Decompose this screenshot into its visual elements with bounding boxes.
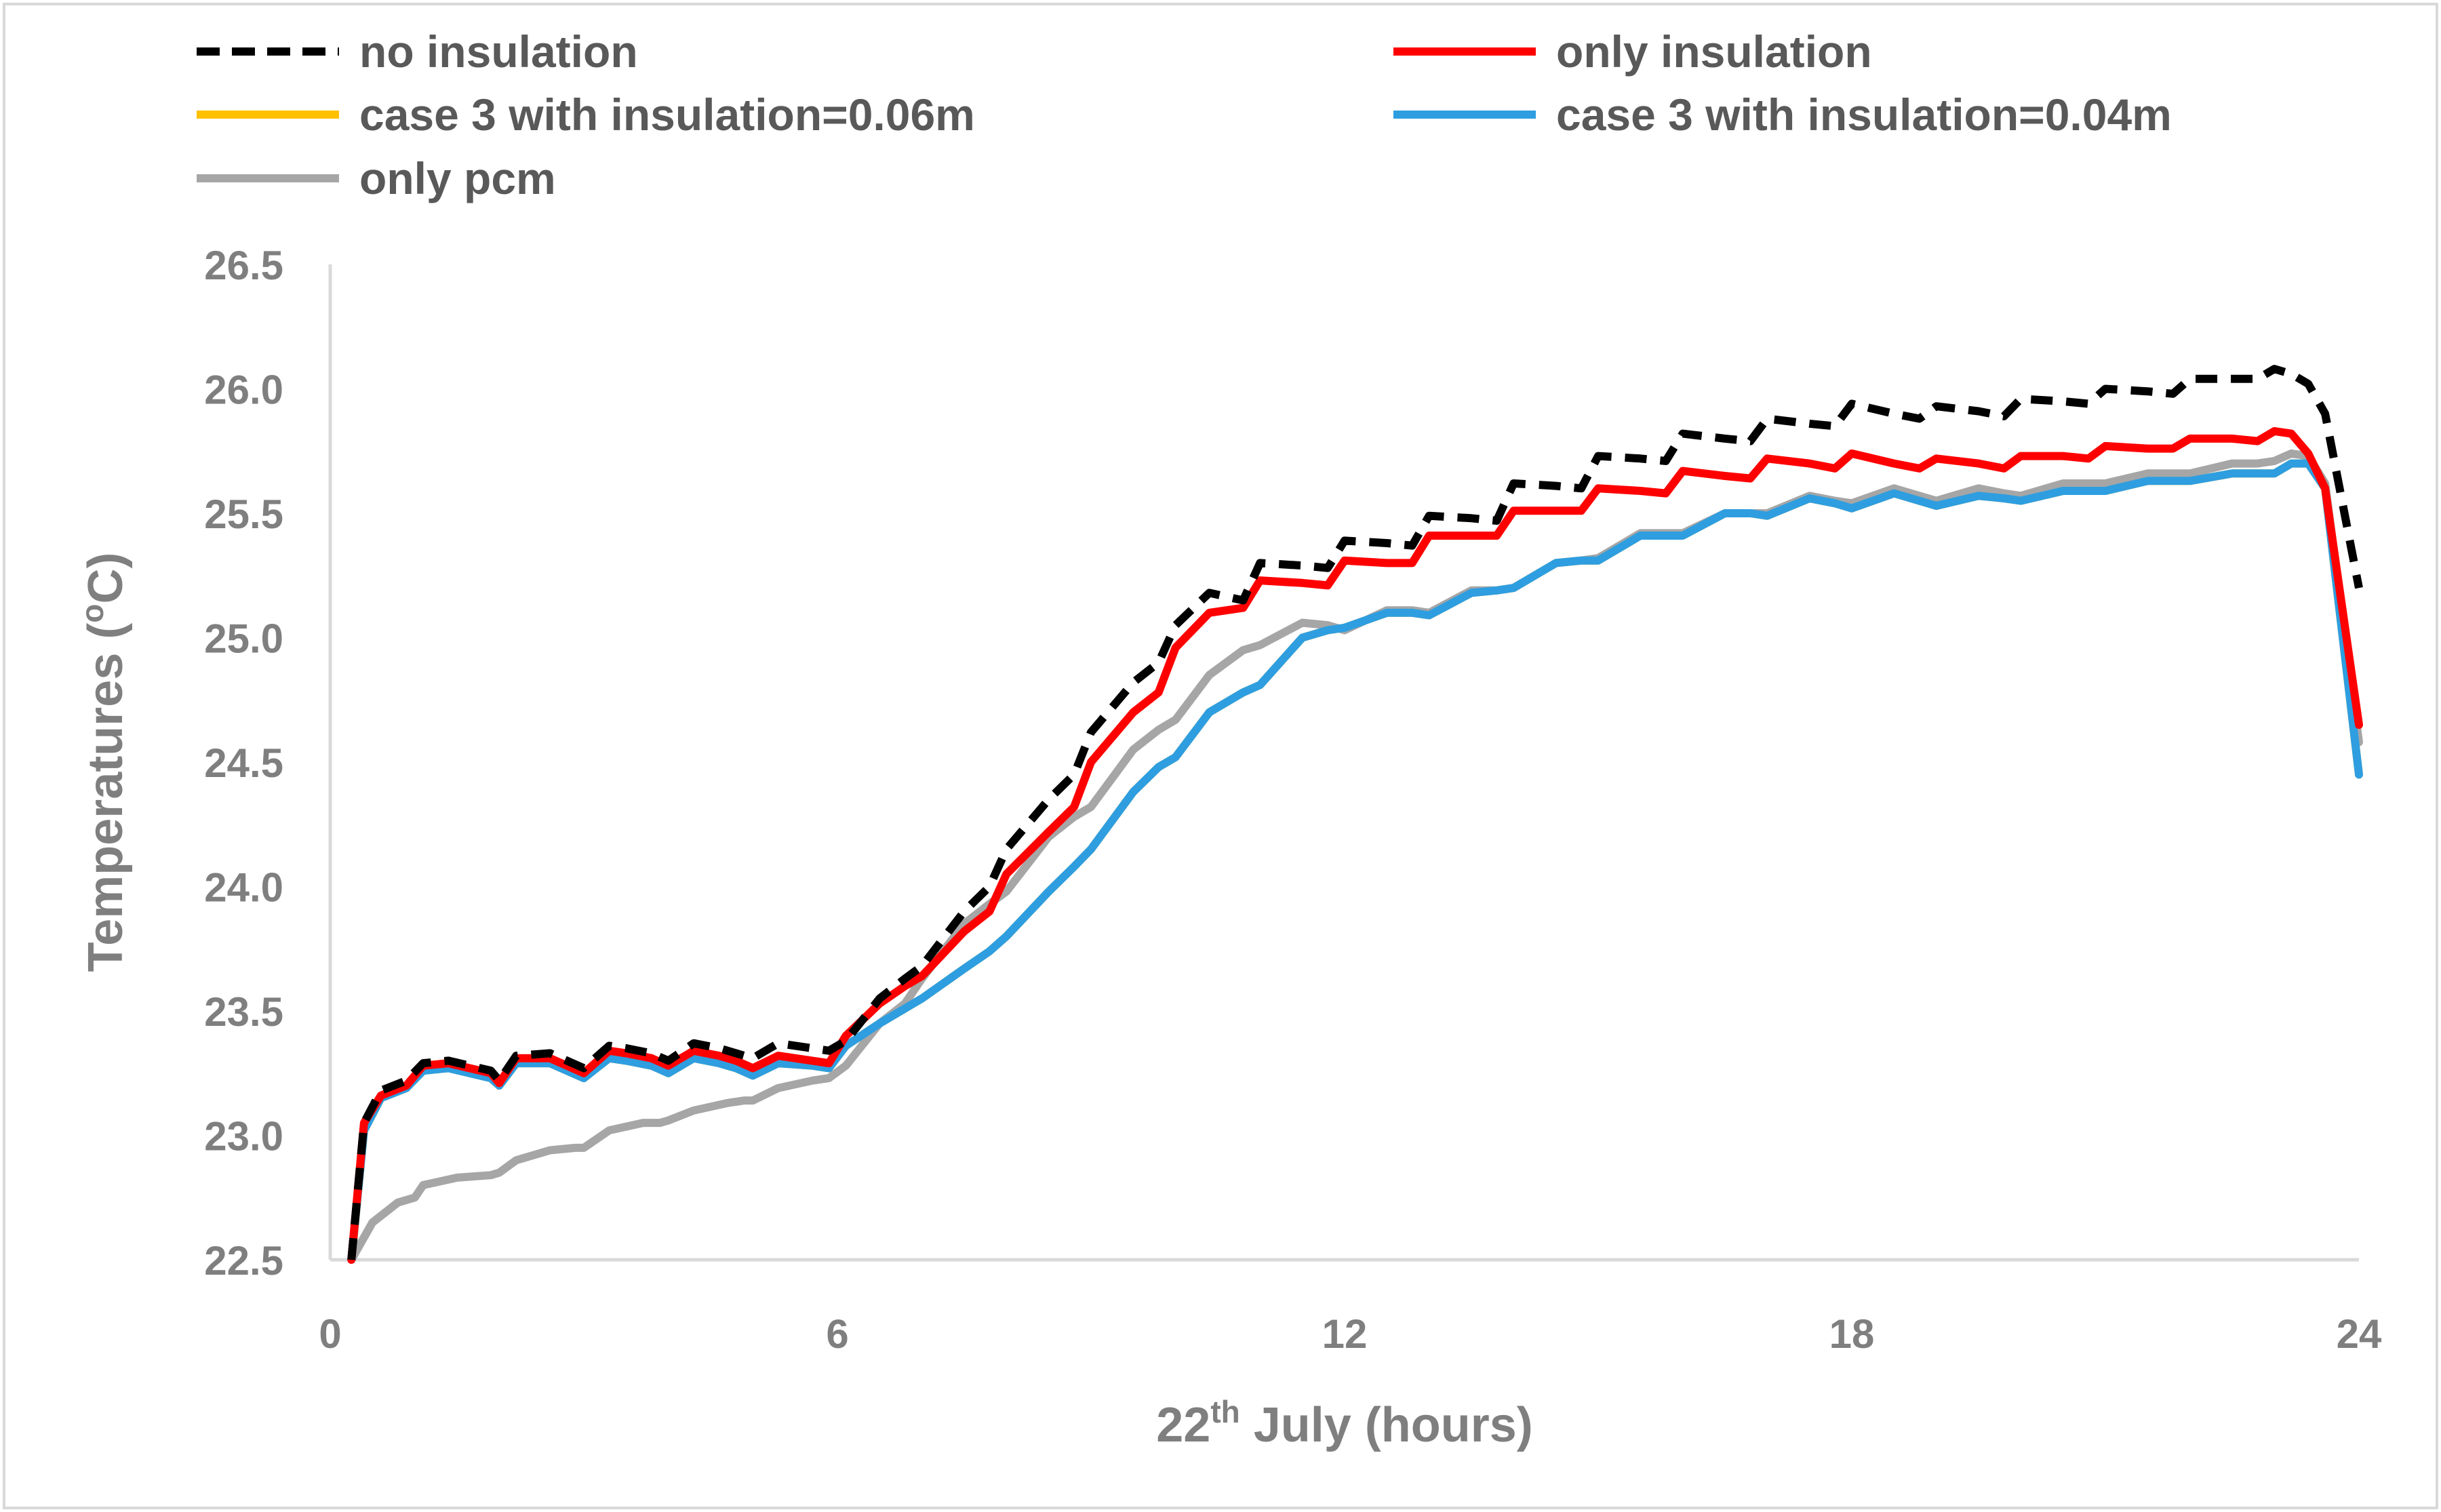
- x-tick-label: 12: [1322, 1311, 1368, 1357]
- x-axis-title: 22th July (hours): [1156, 1394, 1533, 1452]
- series-line-case-3-with-insulation-0-04m: [347, 459, 2363, 1264]
- y-tick-label: 26.5: [204, 243, 283, 288]
- y-tick-label: 23.0: [204, 1114, 283, 1159]
- y-tick-label: 23.5: [204, 989, 283, 1035]
- series-line-only-pcm: [347, 449, 2363, 1264]
- legend-item-no-insulation[interactable]: no insulation: [197, 26, 638, 77]
- y-tick-label: 22.5: [204, 1238, 283, 1284]
- y-tick-label: 24.0: [204, 865, 283, 911]
- legend-label-only-insulation: only insulation: [1556, 26, 1872, 77]
- series-line-no-insulation: [347, 365, 2363, 1260]
- legend-item-case3-006[interactable]: case 3 with insulation=0.06m: [197, 89, 975, 140]
- y-tick-labels: 22.5 23.0 23.5 24.0 24.5 25.0 25.5 26.0 26.5: [204, 243, 283, 1284]
- legend-label-case3-006: case 3 with insulation=0.06m: [359, 89, 975, 140]
- y-tick-label: 25.0: [204, 616, 283, 662]
- x-tick-label: 0: [319, 1311, 341, 1357]
- legend-item-only-pcm[interactable]: only pcm: [197, 153, 556, 203]
- legend-item-case3-004[interactable]: case 3 with insulation=0.04m: [1393, 89, 2172, 140]
- x-tick-label: 6: [826, 1311, 848, 1357]
- series-line-only-insulation: [347, 426, 2363, 1264]
- legend-item-only-insulation[interactable]: only insulation: [1393, 26, 1872, 77]
- y-tick-label: 25.5: [204, 492, 283, 537]
- legend: no insulation only insulation case 3 wit…: [197, 26, 2172, 203]
- plot-lines: [347, 365, 2363, 1264]
- chart-area: [3, 3, 2438, 1509]
- y-tick-label: 26.0: [204, 367, 283, 413]
- x-tick-label: 24: [2337, 1311, 2382, 1357]
- legend-label-no-insulation: no insulation: [359, 26, 638, 77]
- y-axis-title: Temperatures (oC): [75, 553, 133, 972]
- x-tick-labels: 0 6 12 18 24: [319, 1311, 2382, 1357]
- x-tick-label: 18: [1829, 1311, 1875, 1357]
- y-tick-label: 24.5: [204, 740, 283, 786]
- legend-label-case3-004: case 3 with insulation=0.04m: [1556, 89, 2172, 140]
- legend-label-only-pcm: only pcm: [359, 153, 556, 203]
